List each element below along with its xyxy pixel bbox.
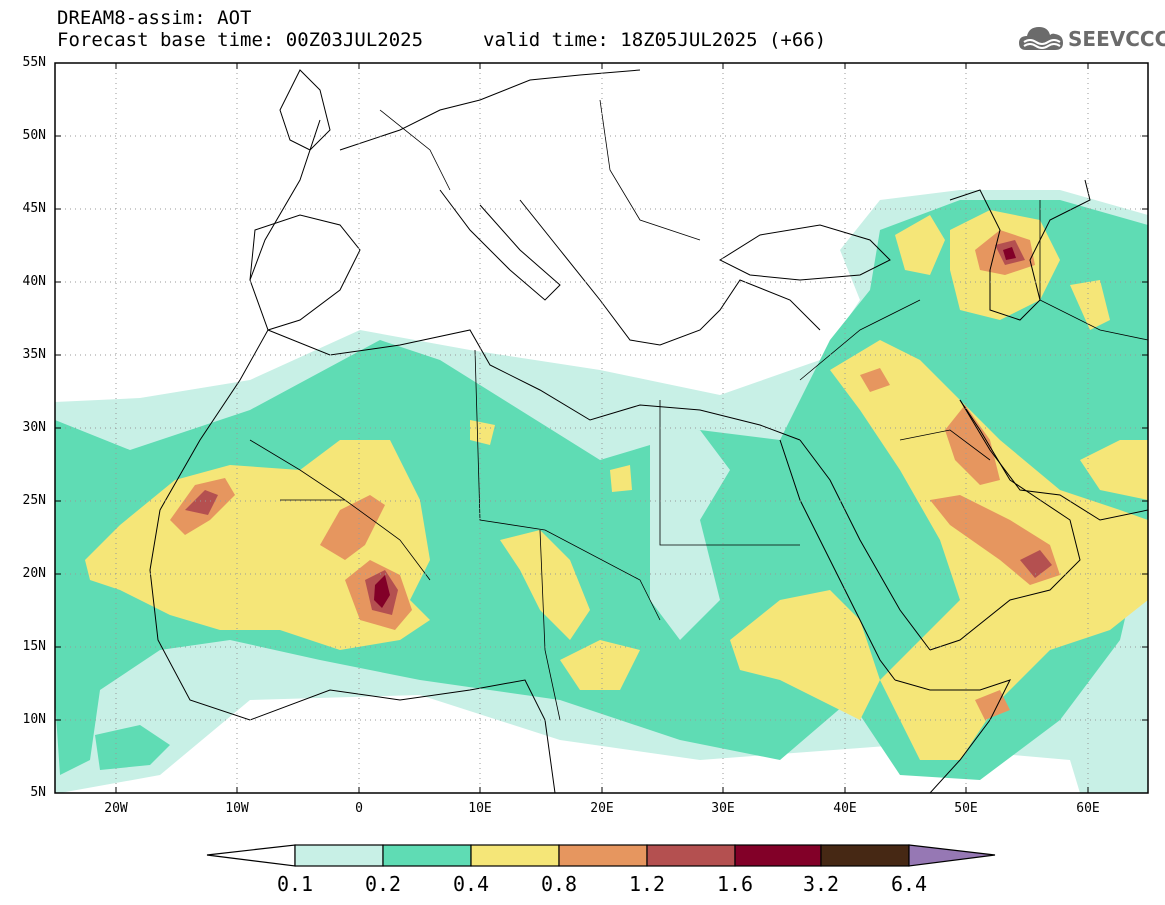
- aot-contour-0.8-algeria: [320, 495, 385, 560]
- coastline-horn-of-africa: [894, 679, 1011, 793]
- border-segment: [249, 439, 346, 501]
- coastline-italy: [439, 189, 561, 301]
- lat-label: 20N: [22, 566, 46, 581]
- border-segment: [899, 429, 991, 461]
- cloud-icon: [1019, 27, 1063, 50]
- aot-contour-0.8-gulf: [945, 405, 1000, 485]
- aot-contour-0.4-chad: [610, 465, 632, 492]
- colorbar-swatch: [470, 844, 560, 867]
- aot-contour-0.2-patch-west: [95, 725, 170, 770]
- lat-label: 35N: [22, 347, 46, 362]
- border-segment: [474, 349, 661, 621]
- colorbar-label: 0.8: [540, 872, 578, 896]
- lat-label: 45N: [22, 201, 46, 216]
- colorbar-label: 0.2: [364, 872, 402, 896]
- lon-label: 60E: [1076, 801, 1100, 816]
- colorbar-label: 3.2: [802, 872, 840, 896]
- lat-label: 10N: [22, 712, 46, 727]
- colorbar-swatch: [294, 844, 384, 867]
- coastline-arabia: [929, 399, 1081, 651]
- colorbar-swatch: [558, 844, 648, 867]
- border-segment: [1039, 200, 1148, 341]
- lon-label: 20W: [104, 801, 128, 816]
- valid-time: valid time: 18Z05JUL2025 (+66): [483, 29, 827, 51]
- lat-tick-marks: [55, 62, 1148, 794]
- lat-label: 55N: [22, 55, 46, 70]
- aot-contour-1.6-mali: [374, 575, 390, 608]
- colorbar-swatch: [820, 844, 910, 867]
- tick-marks: [55, 62, 1148, 794]
- colorbar-label: 6.4: [890, 872, 928, 896]
- lat-label: 50N: [22, 128, 46, 143]
- seevccc-logo: SEEVCCC: [1018, 22, 1165, 56]
- colorbar: [206, 844, 996, 867]
- border-segment: [799, 299, 921, 381]
- lat-label: 5N: [30, 785, 46, 800]
- aot-contour-0.4-caucasus: [895, 215, 945, 275]
- aot-contour-1.2-mauritania: [185, 490, 218, 515]
- aot-contour-0.2-patch: [650, 430, 730, 640]
- coastline-iberia: [249, 214, 361, 331]
- border-segment: [599, 99, 701, 241]
- coastline-persian-gulf: [959, 399, 1148, 521]
- border-segment: [280, 499, 431, 581]
- lon-tick-marks: [115, 63, 1089, 793]
- lon-label: 50E: [954, 801, 978, 816]
- forecast-base-time: Forecast base time: 00Z03JUL2025: [57, 29, 424, 51]
- colorbar-swatch: [734, 844, 822, 867]
- aot-contour-0.4-sudan: [730, 590, 880, 720]
- lat-label: 30N: [22, 420, 46, 435]
- aot-contour-0.4-central: [560, 640, 640, 690]
- lon-label: 0: [355, 801, 363, 816]
- border-segment: [539, 529, 561, 721]
- coastline-black-sea: [718, 224, 891, 281]
- colorbar-label: 1.2: [628, 872, 666, 896]
- map-title: DREAM8-assim: AOT: [57, 7, 252, 29]
- lon-label: 20E: [590, 801, 614, 816]
- colorbar-label: 1.6: [716, 872, 754, 896]
- aot-contour-0.4-iran: [1070, 280, 1110, 330]
- coastline-mediterranean-africa: [267, 329, 801, 441]
- coastline-west-africa: [149, 119, 556, 793]
- lon-label: 30E: [711, 801, 735, 816]
- coastline-caspian: [949, 179, 1091, 321]
- lon-label: 40E: [833, 801, 857, 816]
- country-borders: [249, 99, 1148, 721]
- graticule: [55, 63, 1148, 793]
- coastline-red-sea: [779, 439, 931, 681]
- aot-contour-0.4-sahel: [500, 530, 590, 640]
- colorbar-swatch: [382, 844, 472, 867]
- aot-contour-0.4-pakistan: [1080, 440, 1148, 500]
- colorbar-over-arrow: [908, 844, 996, 867]
- coastlines: [149, 69, 1148, 793]
- border-segment: [659, 400, 800, 546]
- lon-label: 10W: [225, 801, 249, 816]
- coastline-north-europe: [339, 69, 641, 151]
- aot-contour-1.6-caspian: [1003, 247, 1016, 260]
- lat-label: 15N: [22, 639, 46, 654]
- logo-text: SEEVCCC: [1068, 27, 1165, 51]
- lat-label: 40N: [22, 274, 46, 289]
- colorbar-under-arrow: [206, 844, 296, 867]
- coastline-balkans-greece: [519, 199, 821, 346]
- coastline-british-isles: [279, 69, 331, 151]
- border-segment: [379, 109, 451, 191]
- aot-contour-0.4-west: [85, 440, 430, 650]
- lon-label: 10E: [468, 801, 492, 816]
- colorbar-label: 0.4: [452, 872, 490, 896]
- aot-contour-1.2-arabia: [1020, 550, 1052, 578]
- aot-contour-0.8-iraq: [860, 368, 890, 392]
- aot-contour-0.4-libya: [470, 420, 495, 445]
- colorbar-label: 0.1: [276, 872, 314, 896]
- colorbar-swatch: [646, 844, 736, 867]
- lat-label: 25N: [22, 493, 46, 508]
